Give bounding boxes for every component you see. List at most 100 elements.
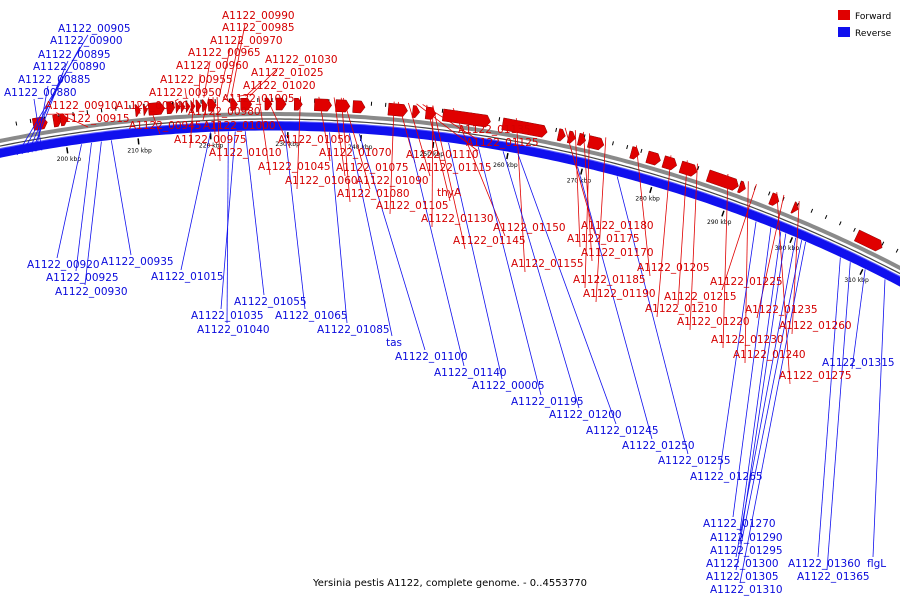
reverse-gene-label: A1122_01310 <box>710 584 783 596</box>
reverse-gene-label: A1122_01040 <box>197 324 270 336</box>
scale-tick-label: 210 kbp <box>127 147 152 154</box>
forward-gene <box>661 155 678 171</box>
reverse-gene-label: A1122_01270 <box>703 518 776 530</box>
forward-gene-label: A1122_01185 <box>573 274 646 286</box>
minor-tick <box>555 127 558 133</box>
reverse-gene-label: A1122_00900 <box>50 35 123 47</box>
forward-gene-label: A1122_01090 <box>356 175 429 187</box>
forward-gene-label: A1122_01080 <box>337 188 410 200</box>
minor-tick <box>498 117 501 122</box>
minor-tick <box>611 141 614 146</box>
label-leader-lines <box>16 23 886 584</box>
reverse-leader-line <box>56 144 82 259</box>
forward-leader-line <box>226 35 241 97</box>
reverse-strand-band <box>0 121 900 287</box>
forward-gene-label: A1122_01115 <box>419 162 492 174</box>
map-caption: Yersinia pestis A1122, complete genome. … <box>312 578 588 589</box>
forward-leader-line <box>584 133 590 289</box>
reverse-gene-label: flgL <box>867 558 886 570</box>
forward-gene-label: A1122_01240 <box>733 349 806 361</box>
reverse-leader-line <box>33 98 43 151</box>
reverse-leader-line <box>739 233 787 545</box>
forward-gene <box>185 99 191 114</box>
minor-tick <box>824 214 828 220</box>
forward-gene-label: A1122_00910 <box>45 100 118 112</box>
minor-tick <box>86 110 89 115</box>
reverse-gene-label: A1122_01245 <box>586 425 659 437</box>
minor-tick <box>640 148 643 153</box>
forward-gene-label: A1122_01230 <box>711 334 784 346</box>
forward-leader-line <box>574 130 581 248</box>
minor-tick <box>895 248 899 253</box>
gene-labels: A1122_00990A1122_00985A1122_00970A1122_0… <box>4 10 895 596</box>
scale-tick-label: 310 kbp <box>844 277 869 284</box>
scale-tick <box>66 147 69 154</box>
forward-gene-label: A1122_01005 <box>222 93 295 105</box>
scale-ticks: 200 kbp 210 kbp 220 kbp 230 kbp 240 kbp 250 k… <box>15 98 899 284</box>
minor-tick <box>768 191 771 196</box>
forward-leader-line <box>656 155 672 318</box>
reverse-gene-label: A1122_00930 <box>55 286 128 298</box>
forward-gene-label: A1122_01190 <box>583 288 656 300</box>
forward-leader-line <box>689 163 698 331</box>
forward-gene <box>201 99 208 112</box>
scale-tick-label: 220 kbp <box>199 142 224 149</box>
forward-gene-label: A1122_01220 <box>677 316 750 328</box>
forward-leader-line <box>258 95 271 176</box>
reverse-leader-line <box>577 166 653 440</box>
reverse-gene-label: A1122_01140 <box>434 367 507 379</box>
forward-gene-label: A1122_00940 <box>116 100 189 112</box>
reverse-gene-label: A1122_01085 <box>317 324 390 336</box>
scale-tick-label: 250 kbp <box>420 151 445 158</box>
forward-gene-label: A1122_00980 <box>188 106 261 118</box>
minor-tick <box>697 166 700 171</box>
forward-gene-label: A1122_01070 <box>319 147 392 159</box>
reverse-gene-label: A1122_01315 <box>822 357 895 369</box>
reverse-leader-line <box>616 176 689 455</box>
forward-leader-line <box>202 97 210 121</box>
forward-gene-label: thyA <box>437 187 462 199</box>
reverse-gene-label: A1122_00880 <box>4 87 77 99</box>
forward-gene <box>166 101 176 115</box>
reverse-leader-line <box>739 231 782 532</box>
forward-gene <box>645 150 661 166</box>
forward-gene-label: A1122_01235 <box>745 304 818 316</box>
forward-leader-line <box>203 60 211 98</box>
forward-leader-line <box>245 80 263 97</box>
forward-leader-line <box>389 101 395 215</box>
forward-leader-line <box>296 96 301 190</box>
forward-leader-line <box>216 96 221 162</box>
minor-tick <box>810 208 814 213</box>
forward-gene <box>501 117 548 138</box>
forward-gene-label: A1122_01205 <box>637 262 710 274</box>
forward-leader-line <box>635 145 651 277</box>
forward-gene <box>335 99 351 113</box>
reverse-leader-line <box>244 131 265 296</box>
forward-gene-label: A1122_00955 <box>160 74 233 86</box>
reverse-leader-line <box>220 131 236 310</box>
forward-gene-label: A1122_01145 <box>453 235 526 247</box>
reverse-leader-line <box>502 151 580 409</box>
forward-gene-label: A1122_01260 <box>779 320 852 332</box>
backbone-line <box>0 118 900 275</box>
forward-leader-line <box>222 96 236 108</box>
reverse-gene-label: A1122_01065 <box>275 310 348 322</box>
forward-gene-label: A1122_01010 <box>209 147 282 159</box>
forward-gene-label: A1122_01050 <box>278 134 351 146</box>
forward-leader-line <box>230 23 246 97</box>
forward-gene-label: A1122_01030 <box>265 54 338 66</box>
minor-tick <box>853 227 856 232</box>
forward-gene <box>230 98 238 111</box>
reverse-leader-line <box>408 138 465 367</box>
scale-tick-label: 200 kbp <box>57 156 82 163</box>
forward-leader-line <box>722 173 729 349</box>
forward-gene <box>314 98 333 112</box>
forward-gene-label: A1122_01130 <box>421 213 494 225</box>
forward-gene <box>556 128 566 142</box>
reverse-leader-line <box>517 153 617 425</box>
forward-gene-label: A1122_01180 <box>581 220 654 232</box>
genome-backbone <box>0 112 900 287</box>
forward-leader-line <box>595 137 607 303</box>
forward-gene <box>293 97 303 111</box>
forward-leader-line <box>426 104 451 202</box>
